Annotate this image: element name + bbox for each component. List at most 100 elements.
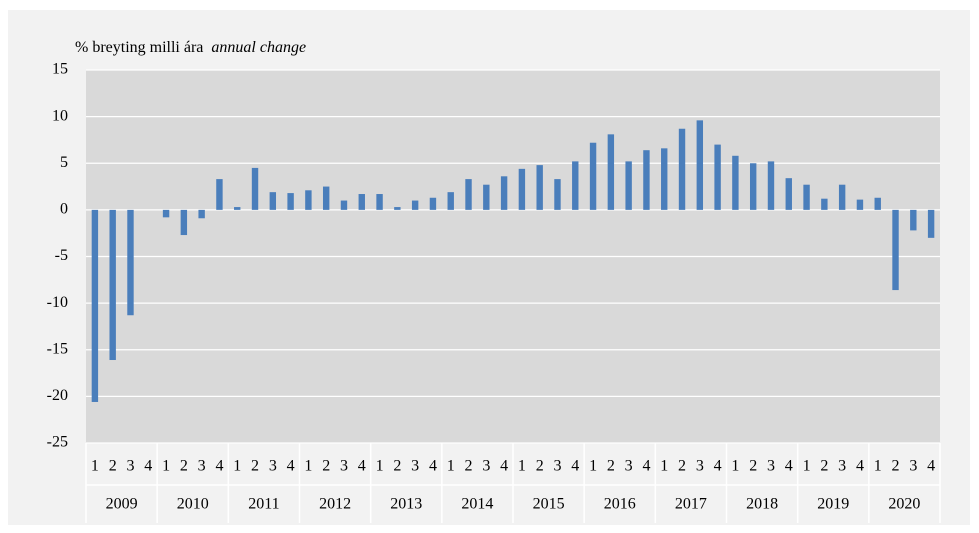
bar [874, 197, 881, 210]
group-label: 2015 [533, 496, 565, 513]
x-tick-label: 4 [571, 458, 579, 475]
x-tick-label: 3 [838, 458, 846, 475]
y-tick-label: 5 [60, 154, 68, 171]
x-tick-label: 1 [233, 458, 241, 475]
x-tick-label: 2 [678, 458, 686, 475]
bar [661, 148, 668, 210]
y-tick-label: -25 [47, 434, 68, 451]
x-tick-label: 4 [429, 458, 437, 475]
bar [180, 209, 188, 236]
bar [856, 199, 864, 210]
bar [536, 165, 543, 210]
bar [269, 192, 277, 210]
bar [500, 176, 508, 210]
group-label: 2009 [106, 496, 138, 513]
x-tick-label: 3 [126, 458, 134, 475]
bar [394, 207, 401, 210]
bar [927, 209, 935, 238]
x-tick-label: 3 [553, 458, 561, 475]
x-tick-label: 1 [162, 458, 170, 475]
x-tick-label: 4 [500, 458, 508, 475]
x-tick-label: 1 [803, 458, 811, 475]
bar [749, 163, 757, 210]
x-tick-label: 2 [322, 458, 330, 475]
bar [305, 190, 312, 210]
x-tick-label: 3 [411, 458, 419, 475]
bar [109, 209, 116, 361]
x-tick-label: 1 [731, 458, 739, 475]
y-tick-label: -10 [47, 294, 68, 311]
bar [287, 193, 294, 210]
x-tick-label: 4 [785, 458, 793, 475]
group-label: 2010 [177, 496, 209, 513]
group-label: 2019 [817, 496, 849, 513]
bar [572, 161, 579, 210]
y-tick-label: 10 [52, 107, 68, 124]
x-tick-label: 1 [91, 458, 99, 475]
x-tick-label: 3 [767, 458, 775, 475]
x-tick-label: 3 [198, 458, 206, 475]
x-tick-label: 4 [144, 458, 152, 475]
x-tick-label: 2 [180, 458, 188, 475]
bar [785, 178, 792, 210]
bar [714, 144, 721, 210]
bar [643, 150, 650, 210]
x-tick-label: 1 [304, 458, 312, 475]
bar [678, 128, 686, 210]
group-label: 2016 [604, 496, 636, 513]
bar [838, 184, 846, 210]
group-label: 2012 [319, 496, 351, 513]
x-tick-label: 2 [749, 458, 757, 475]
x-tick-label: 3 [269, 458, 277, 475]
bar [251, 167, 259, 210]
bar [340, 200, 348, 210]
x-tick-label: 2 [393, 458, 401, 475]
x-tick-label: 2 [607, 458, 615, 475]
bar [198, 209, 205, 219]
x-tick-label: 2 [536, 458, 544, 475]
x-tick-label: 4 [215, 458, 223, 475]
x-tick-label: 4 [287, 458, 295, 475]
y-tick-label: 15 [52, 61, 68, 78]
y-tick-label: -20 [47, 387, 68, 404]
bar [91, 209, 99, 402]
group-label: 2014 [461, 496, 493, 513]
x-tick-label: 1 [874, 458, 882, 475]
bar [162, 209, 170, 218]
bar [465, 179, 472, 210]
bar [910, 209, 917, 231]
group-label: 2011 [248, 496, 279, 513]
x-tick-label: 2 [892, 458, 900, 475]
group-label: 2013 [390, 496, 422, 513]
x-tick-label: 4 [358, 458, 366, 475]
bar [411, 200, 419, 210]
bar [358, 194, 365, 210]
x-tick-label: 4 [714, 458, 722, 475]
bar [518, 168, 526, 210]
bar [892, 209, 899, 291]
x-tick-label: 3 [909, 458, 917, 475]
group-label: 2017 [675, 496, 707, 513]
bar [322, 186, 330, 210]
y-tick-label: -15 [47, 340, 68, 357]
chart-title: % breyting milli ára annual change [75, 39, 306, 56]
x-tick-label: 2 [109, 458, 117, 475]
x-tick-label: 3 [482, 458, 490, 475]
x-tick-label: 1 [518, 458, 526, 475]
bar [127, 209, 134, 316]
y-tick-label: -5 [55, 247, 68, 264]
x-tick-label: 1 [660, 458, 668, 475]
bar [821, 198, 828, 210]
x-tick-label: 4 [856, 458, 864, 475]
bar [429, 197, 437, 210]
bar [607, 134, 615, 210]
x-tick-label: 2 [465, 458, 473, 475]
bar [589, 142, 597, 210]
bar [696, 120, 704, 210]
x-tick-label: 4 [927, 458, 935, 475]
x-tick-label: 2 [820, 458, 828, 475]
bar [554, 179, 561, 210]
bar [447, 192, 454, 210]
bar [625, 161, 632, 210]
